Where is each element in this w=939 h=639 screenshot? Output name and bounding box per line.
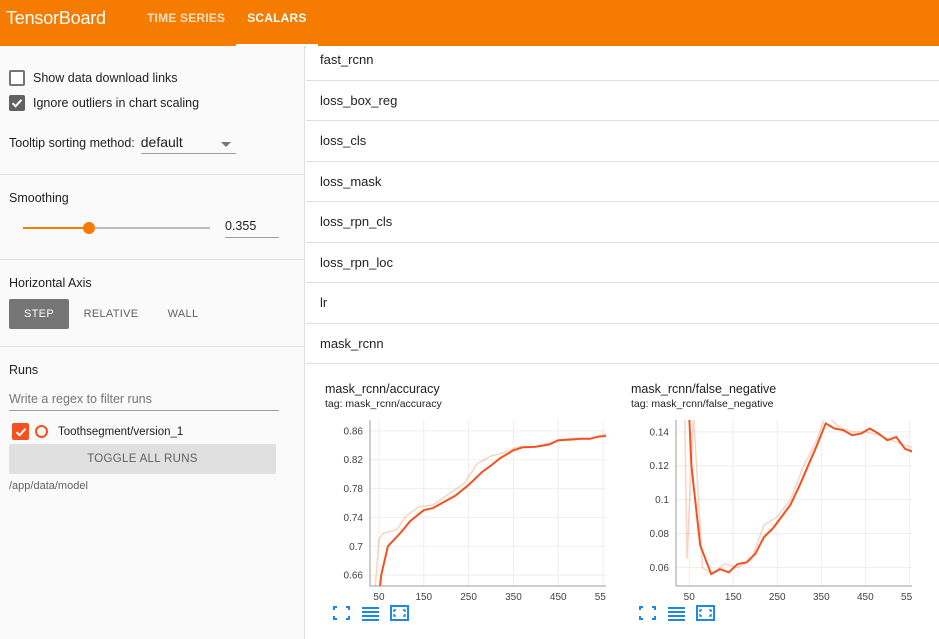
show-download-links-row[interactable]: Show data download links xyxy=(9,65,296,90)
log-scale-icon[interactable] xyxy=(361,605,380,621)
category-loss-mask[interactable]: loss_mask xyxy=(306,162,939,202)
run-item[interactable]: Toothsegment/version_1 xyxy=(12,423,183,440)
check-icon xyxy=(15,427,26,437)
x-tick-label: 450 xyxy=(550,592,567,603)
category-fast-rcnn[interactable]: fast_rcnn xyxy=(306,40,939,81)
chart-card-false-negative: mask_rcnn/false_negative tag: mask_rcnn/… xyxy=(612,376,912,639)
chart-actions xyxy=(638,605,715,621)
run-checkbox[interactable] xyxy=(12,423,29,440)
category-lr[interactable]: lr xyxy=(306,283,939,324)
x-tick-label: 250 xyxy=(460,592,477,603)
tab-scalars[interactable]: SCALARS xyxy=(236,0,319,46)
y-tick-label: 0.7 xyxy=(349,542,363,553)
ignore-outliers-label: Ignore outliers in chart scaling xyxy=(33,95,200,110)
chart-tag: tag: mask_rcnn/accuracy xyxy=(325,398,442,410)
top-app-bar: TensorBoard TIME SERIES SCALARS xyxy=(0,0,939,46)
smoothing-label: Smoothing xyxy=(9,191,69,205)
logdir-path: /app/data/model xyxy=(9,480,88,492)
category-loss-rpn-cls[interactable]: loss_rpn_cls xyxy=(306,202,939,243)
tab-time-series[interactable]: TIME SERIES xyxy=(147,11,226,25)
y-tick-label: 0.74 xyxy=(344,513,364,524)
category-loss-cls[interactable]: loss_cls xyxy=(306,121,939,162)
ignore-outliers-row[interactable]: Ignore outliers in chart scaling xyxy=(9,90,296,115)
chart-card-accuracy: mask_rcnn/accuracy tag: mask_rcnn/accura… xyxy=(306,376,606,639)
tooltip-sort-row: Tooltip sorting method: default xyxy=(9,132,236,154)
horizontal-axis-label: Horizontal Axis xyxy=(9,276,92,290)
y-tick-label: 0.08 xyxy=(650,529,670,540)
fit-domain-icon[interactable] xyxy=(390,605,409,621)
accuracy-chart[interactable]: 0.86 0.82 0.78 0.74 0.7 0.66 50 150 250 350 450 550 xyxy=(306,376,606,604)
show-download-label: Show data download links xyxy=(33,70,178,85)
tooltip-sort-value: default xyxy=(140,134,183,150)
ignore-outliers-checkbox[interactable] xyxy=(9,94,25,111)
y-tick-label: 0.66 xyxy=(344,571,364,582)
y-tick-label: 0.12 xyxy=(650,461,670,472)
chart-title: mask_rcnn/accuracy xyxy=(325,382,440,396)
category-mask-rcnn[interactable]: mask_rcnn xyxy=(306,324,939,364)
axis-relative-button[interactable]: RELATIVE xyxy=(83,308,139,320)
axis-step-button[interactable]: STEP xyxy=(9,299,69,329)
horizontal-axis-section: Horizontal Axis STEP RELATIVE WALL xyxy=(0,260,305,347)
x-tick-label: 350 xyxy=(813,592,830,603)
x-tick-label: 150 xyxy=(725,592,742,603)
x-tick-label: 50 xyxy=(684,592,696,603)
plot-area xyxy=(684,420,912,576)
x-tick-label: 150 xyxy=(415,592,432,603)
x-tick-label: 550 xyxy=(901,592,912,603)
settings-section: Show data download links Ignore outliers… xyxy=(0,46,305,175)
x-tick-label: 450 xyxy=(857,592,874,603)
log-scale-icon[interactable] xyxy=(667,605,686,621)
chart-tag: tag: mask_rcnn/false_negative xyxy=(631,398,774,410)
smoothing-section: Smoothing 0.355 xyxy=(0,175,305,260)
raw-series-line xyxy=(684,420,912,576)
expand-icon[interactable] xyxy=(332,605,351,621)
tooltip-sort-label: Tooltip sorting method: xyxy=(9,136,135,150)
smoothed-series-line xyxy=(379,435,606,586)
category-loss-rpn-loc[interactable]: loss_rpn_loc xyxy=(306,243,939,283)
x-tick-label: 50 xyxy=(373,592,385,603)
runs-label: Runs xyxy=(9,363,39,377)
fit-domain-icon[interactable] xyxy=(696,605,715,621)
slider-fill xyxy=(23,227,90,229)
smoothing-slider[interactable] xyxy=(23,222,210,234)
run-name: Toothsegment/version_1 xyxy=(58,425,184,438)
false-negative-chart[interactable]: 0.14 0.12 0.1 0.08 0.06 50 150 250 350 450 550 xyxy=(612,376,912,604)
y-tick-label: 0.86 xyxy=(344,426,364,437)
tooltip-sort-select[interactable]: default xyxy=(140,132,236,154)
x-tick-label: 250 xyxy=(769,592,786,603)
show-download-checkbox[interactable] xyxy=(9,69,25,86)
smoothing-input[interactable]: 0.355 xyxy=(225,219,279,238)
check-icon xyxy=(11,98,23,108)
y-tick-label: 0.1 xyxy=(655,495,669,506)
category-list: fast_rcnn loss_box_reg loss_cls loss_mas… xyxy=(306,46,939,364)
horizontal-axis-toggle: STEP RELATIVE WALL xyxy=(9,299,213,329)
y-tick-label: 0.78 xyxy=(344,484,364,495)
chart-title: mask_rcnn/false_negative xyxy=(631,382,777,396)
toggle-all-runs-button[interactable]: TOGGLE ALL RUNS xyxy=(9,444,276,474)
x-tick-label: 350 xyxy=(505,592,522,603)
dropdown-caret-icon xyxy=(220,142,231,147)
y-tick-label: 0.14 xyxy=(650,427,670,438)
chart-actions xyxy=(332,605,409,621)
slider-thumb[interactable] xyxy=(83,222,96,234)
runs-filter-input[interactable]: Write a regex to filter runs xyxy=(9,392,279,411)
plot-area xyxy=(374,432,606,586)
category-loss-box-reg[interactable]: loss_box_reg xyxy=(306,81,939,121)
smoothed-series-line xyxy=(688,420,912,576)
app-title: TensorBoard xyxy=(6,8,106,28)
y-tick-label: 0.06 xyxy=(650,563,670,574)
raw-series-line xyxy=(374,432,606,586)
main-content: fast_rcnn loss_box_reg loss_cls loss_mas… xyxy=(306,46,939,639)
y-tick-label: 0.82 xyxy=(344,455,364,466)
sidebar: Show data download links Ignore outliers… xyxy=(0,46,305,639)
run-color-icon[interactable] xyxy=(35,425,48,438)
x-tick-label: 550 xyxy=(595,592,606,603)
axis-wall-button[interactable]: WALL xyxy=(167,308,199,320)
expand-icon[interactable] xyxy=(638,605,657,621)
